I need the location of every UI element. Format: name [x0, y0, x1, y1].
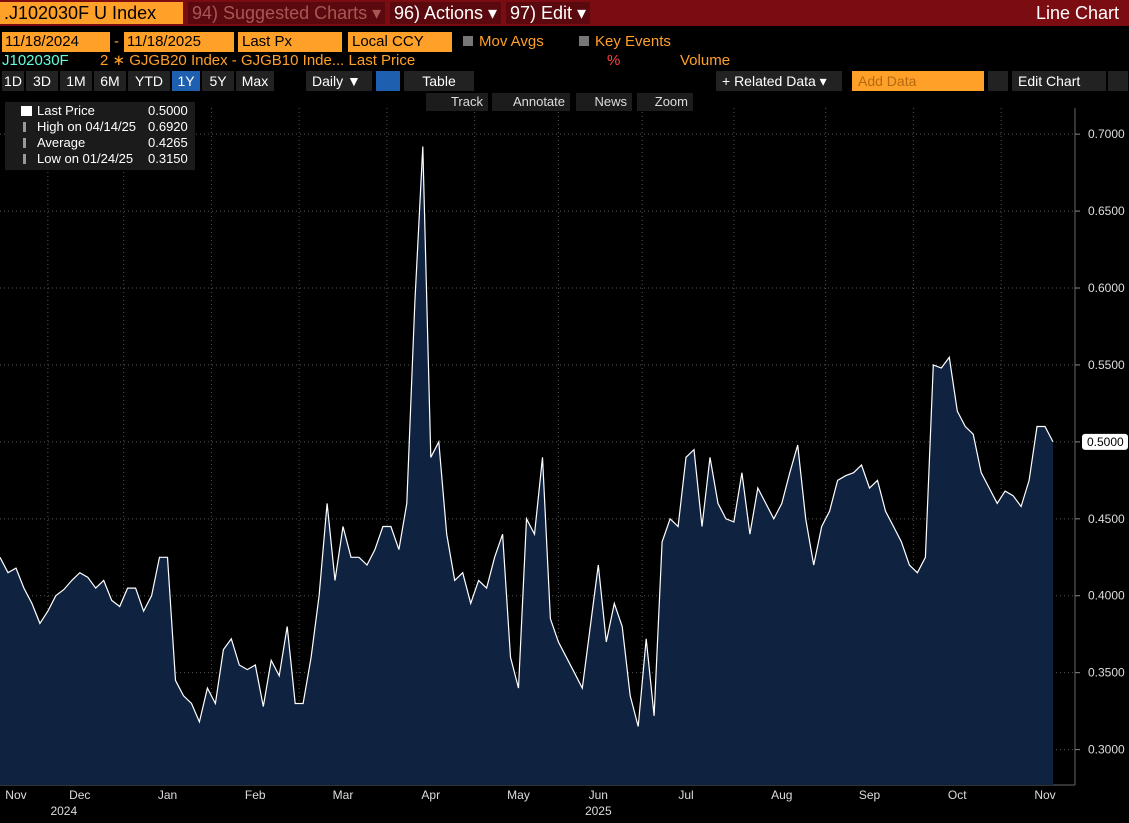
- y-tick-label: 0.3000: [1088, 743, 1125, 757]
- y-tick-label: 0.4000: [1088, 589, 1125, 603]
- legend-label: Last Price: [37, 103, 95, 118]
- settings[interactable]: [1108, 71, 1128, 91]
- y-tick-label: 0.7000: [1088, 127, 1125, 141]
- add-data[interactable]: Add Data: [852, 71, 984, 91]
- chart-tool[interactable]: Annotate: [492, 93, 570, 111]
- legend-label: High on 04/14/25: [37, 119, 137, 134]
- menu[interactable]: 94) Suggested Charts ▾: [188, 2, 386, 24]
- legend: [5, 102, 195, 170]
- legend-label: Low on 01/24/25: [37, 151, 134, 166]
- period-button[interactable]: 1D: [2, 71, 24, 91]
- ticker[interactable]: .J102030F U Index: [0, 2, 183, 24]
- table-button[interactable]: Table: [404, 71, 474, 91]
- period-button[interactable]: 5Y: [202, 71, 234, 91]
- chart-kind: Line Chart: [1035, 3, 1119, 23]
- legend-label: Average: [37, 135, 86, 150]
- x-tick-label: Nov: [1034, 788, 1055, 802]
- menu[interactable]: 97) Edit ▾: [506, 2, 591, 24]
- percent: %: [607, 52, 621, 69]
- x-tick-label: Aug: [771, 788, 792, 802]
- period-button[interactable]: YTD: [128, 71, 170, 91]
- x-tick-label: Feb: [245, 788, 266, 802]
- field[interactable]: Last Px: [238, 32, 342, 52]
- x-tick-label: May: [507, 788, 530, 802]
- legend-value: 0.5000: [148, 103, 188, 118]
- edit-chart[interactable]: Edit Chart: [1012, 71, 1106, 91]
- y-tick-label: 0.4500: [1088, 512, 1125, 526]
- volume: Volume: [680, 52, 731, 69]
- last-value-box: [1082, 433, 1128, 450]
- checkbox[interactable]: [463, 36, 473, 46]
- x-year-label: 2024: [50, 804, 77, 818]
- period-button[interactable]: 6M: [94, 71, 126, 91]
- x-tick-label: Nov: [5, 788, 26, 802]
- period-button[interactable]: Max: [236, 71, 274, 91]
- chart-tool[interactable]: Zoom: [637, 93, 693, 111]
- collapse[interactable]: [988, 71, 1008, 91]
- period-button[interactable]: 1Y: [172, 71, 200, 91]
- legend-icon: [23, 122, 26, 132]
- currency[interactable]: Local CCY: [348, 32, 452, 52]
- legend-icon: [23, 154, 26, 164]
- chart-tool[interactable]: News: [576, 93, 632, 111]
- x-tick-label: Dec: [69, 788, 90, 802]
- legend-value: 0.6920: [148, 119, 188, 134]
- mov-avgs[interactable]: Mov Avgs: [479, 33, 544, 50]
- y-tick-label: 0.6000: [1088, 281, 1125, 295]
- menu[interactable]: 96) Actions ▾: [390, 2, 502, 24]
- end-date[interactable]: 11/18/2025: [124, 32, 234, 52]
- x-tick-label: Mar: [333, 788, 354, 802]
- legend-value: 0.4265: [148, 135, 188, 150]
- x-year-label: 2025: [585, 804, 612, 818]
- legend-icon: [21, 106, 32, 116]
- legend-icon: [23, 138, 26, 148]
- y-tick-label: 0.5500: [1088, 358, 1125, 372]
- expression: 2 ∗ GJGB20 Index - GJGB10 Inde... Last P…: [100, 52, 416, 69]
- start-date[interactable]: 11/18/2024: [2, 32, 110, 52]
- x-tick-label: Jan: [158, 788, 177, 802]
- key-events[interactable]: Key Events: [595, 33, 671, 50]
- x-tick-label: Jul: [678, 788, 693, 802]
- legend-value: 0.3150: [148, 151, 188, 166]
- line: [0, 146, 1054, 727]
- x-tick-label: Oct: [948, 788, 967, 802]
- last-value-label: 0.5000: [1087, 435, 1124, 449]
- period-button[interactable]: 1M: [60, 71, 92, 91]
- dash: -: [114, 33, 119, 50]
- period-button[interactable]: 3D: [26, 71, 58, 91]
- checkbox[interactable]: [579, 36, 589, 46]
- y-tick-label: 0.3500: [1088, 666, 1125, 680]
- related-data[interactable]: + Related Data ▾: [716, 71, 842, 91]
- area: [0, 146, 1053, 785]
- security: J102030F: [2, 52, 69, 69]
- chart-tool[interactable]: Track: [426, 93, 488, 111]
- frequency[interactable]: Daily ▼: [306, 71, 372, 91]
- y-tick-label: 0.6500: [1088, 204, 1125, 218]
- x-tick-label: Apr: [421, 788, 440, 802]
- x-tick-label: Sep: [859, 788, 881, 802]
- x-tick-label: Jun: [589, 788, 608, 802]
- line-icon[interactable]: [376, 71, 400, 91]
